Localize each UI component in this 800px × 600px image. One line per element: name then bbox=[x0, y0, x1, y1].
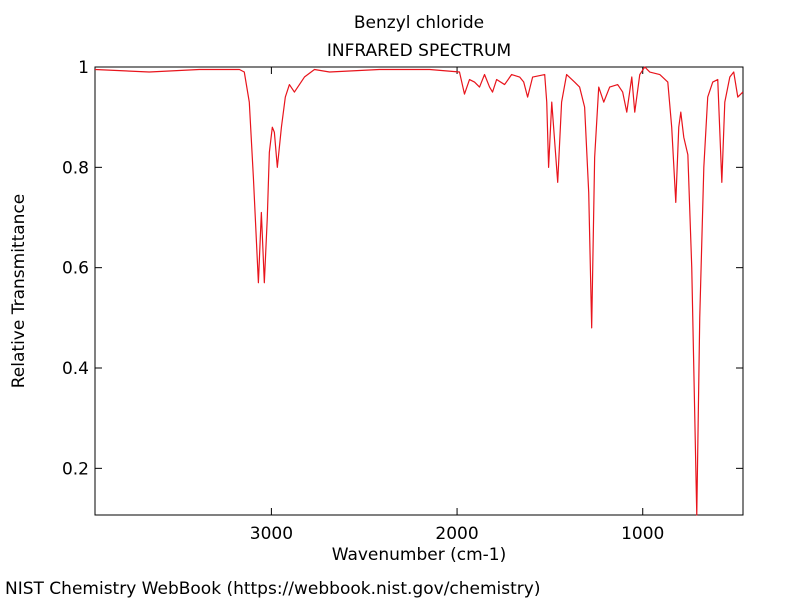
y-tick-label: 0.8 bbox=[62, 158, 89, 178]
chart-subtitle: INFRARED SPECTRUM bbox=[327, 41, 511, 61]
y-tick-label: 0.2 bbox=[62, 459, 89, 479]
y-tick-label: 0.4 bbox=[62, 359, 89, 379]
x-axis-label: Wavenumber (cm-1) bbox=[332, 545, 507, 565]
y-tick-label: 0.6 bbox=[62, 259, 89, 279]
y-tick-label: 1 bbox=[78, 58, 89, 78]
plot-frame bbox=[94, 66, 744, 516]
chart-title: Benzyl chloride bbox=[354, 13, 484, 33]
spectrum-line bbox=[94, 66, 744, 516]
x-tick-label: 2000 bbox=[435, 524, 478, 544]
x-tick-label: 3000 bbox=[250, 524, 293, 544]
x-tick-label: 1000 bbox=[621, 524, 664, 544]
footer: NIST Chemistry WebBook (https://webbook.… bbox=[5, 579, 540, 599]
y-axis-label: Relative Transmittance bbox=[9, 194, 29, 389]
